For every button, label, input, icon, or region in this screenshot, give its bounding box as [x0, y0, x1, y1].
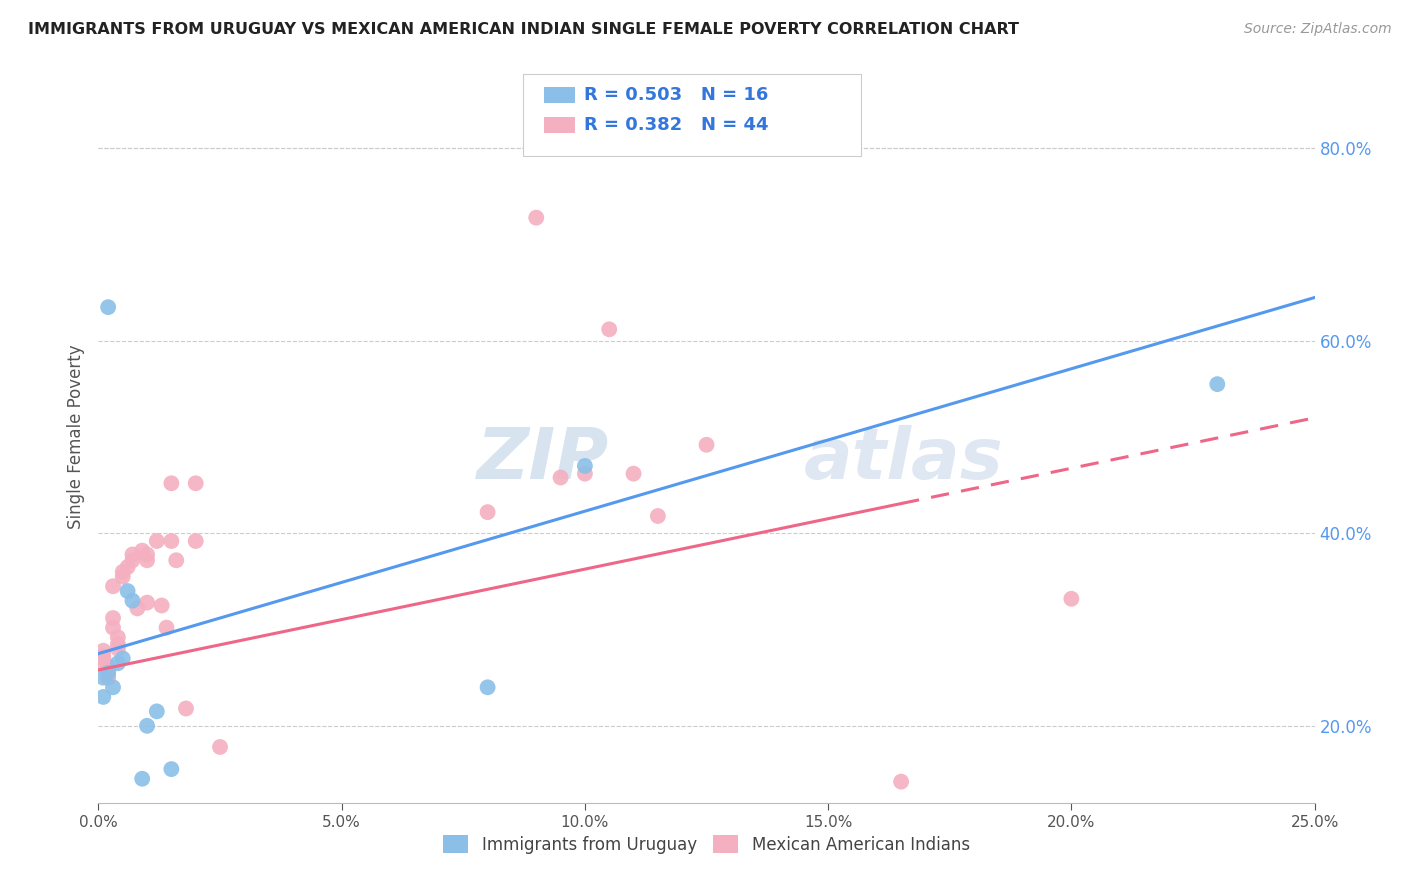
Text: Source: ZipAtlas.com: Source: ZipAtlas.com — [1244, 22, 1392, 37]
Point — [121, 548, 143, 562]
Point — [101, 621, 124, 635]
Point — [91, 649, 114, 664]
Point — [97, 665, 120, 680]
Point — [121, 593, 143, 607]
Point — [91, 644, 114, 658]
Point — [91, 671, 114, 685]
Point — [165, 553, 187, 567]
Point — [647, 508, 669, 523]
Point — [209, 739, 232, 754]
Text: ZIP: ZIP — [477, 425, 609, 493]
Point — [91, 657, 114, 671]
Point — [121, 553, 143, 567]
Point — [107, 637, 129, 651]
Point — [574, 458, 596, 473]
Point — [477, 505, 499, 519]
Point — [890, 774, 912, 789]
Point — [107, 641, 129, 656]
Point — [146, 534, 169, 549]
Point — [111, 651, 134, 665]
Point — [150, 599, 173, 613]
Point — [97, 671, 120, 685]
Point — [111, 569, 134, 583]
Point — [97, 300, 120, 314]
Point — [136, 719, 159, 733]
Point — [136, 548, 159, 562]
Point — [696, 438, 718, 452]
Legend: Immigrants from Uruguay, Mexican American Indians: Immigrants from Uruguay, Mexican America… — [436, 829, 977, 860]
Point — [184, 534, 207, 549]
Point — [97, 659, 120, 673]
Point — [160, 476, 183, 491]
Point — [101, 611, 124, 625]
Point — [131, 543, 153, 558]
Point — [146, 705, 169, 719]
Point — [160, 762, 183, 776]
Y-axis label: Single Female Poverty: Single Female Poverty — [66, 345, 84, 529]
Point — [623, 467, 645, 481]
Point — [477, 681, 499, 695]
Point — [160, 534, 183, 549]
Point — [131, 772, 153, 786]
Point — [184, 476, 207, 491]
Point — [117, 584, 139, 599]
Point — [1060, 591, 1083, 606]
Point — [117, 560, 139, 574]
Point — [127, 601, 149, 615]
Point — [550, 470, 572, 484]
Point — [598, 322, 620, 336]
Point — [136, 553, 159, 567]
Point — [136, 596, 159, 610]
Point — [97, 669, 120, 683]
Point — [574, 467, 596, 481]
Point — [174, 701, 197, 715]
Point — [91, 690, 114, 704]
Text: R = 0.503   N = 16: R = 0.503 N = 16 — [583, 86, 768, 103]
Point — [101, 579, 124, 593]
Point — [91, 651, 114, 665]
Point — [107, 630, 129, 644]
Point — [107, 657, 129, 671]
Point — [97, 663, 120, 677]
Point — [155, 621, 177, 635]
Point — [1206, 377, 1229, 392]
Point — [111, 565, 134, 579]
Text: IMMIGRANTS FROM URUGUAY VS MEXICAN AMERICAN INDIAN SINGLE FEMALE POVERTY CORRELA: IMMIGRANTS FROM URUGUAY VS MEXICAN AMERI… — [28, 22, 1019, 37]
Text: atlas: atlas — [804, 425, 1004, 493]
Point — [524, 211, 547, 225]
Text: R = 0.382   N = 44: R = 0.382 N = 44 — [583, 116, 768, 134]
Point — [101, 681, 124, 695]
